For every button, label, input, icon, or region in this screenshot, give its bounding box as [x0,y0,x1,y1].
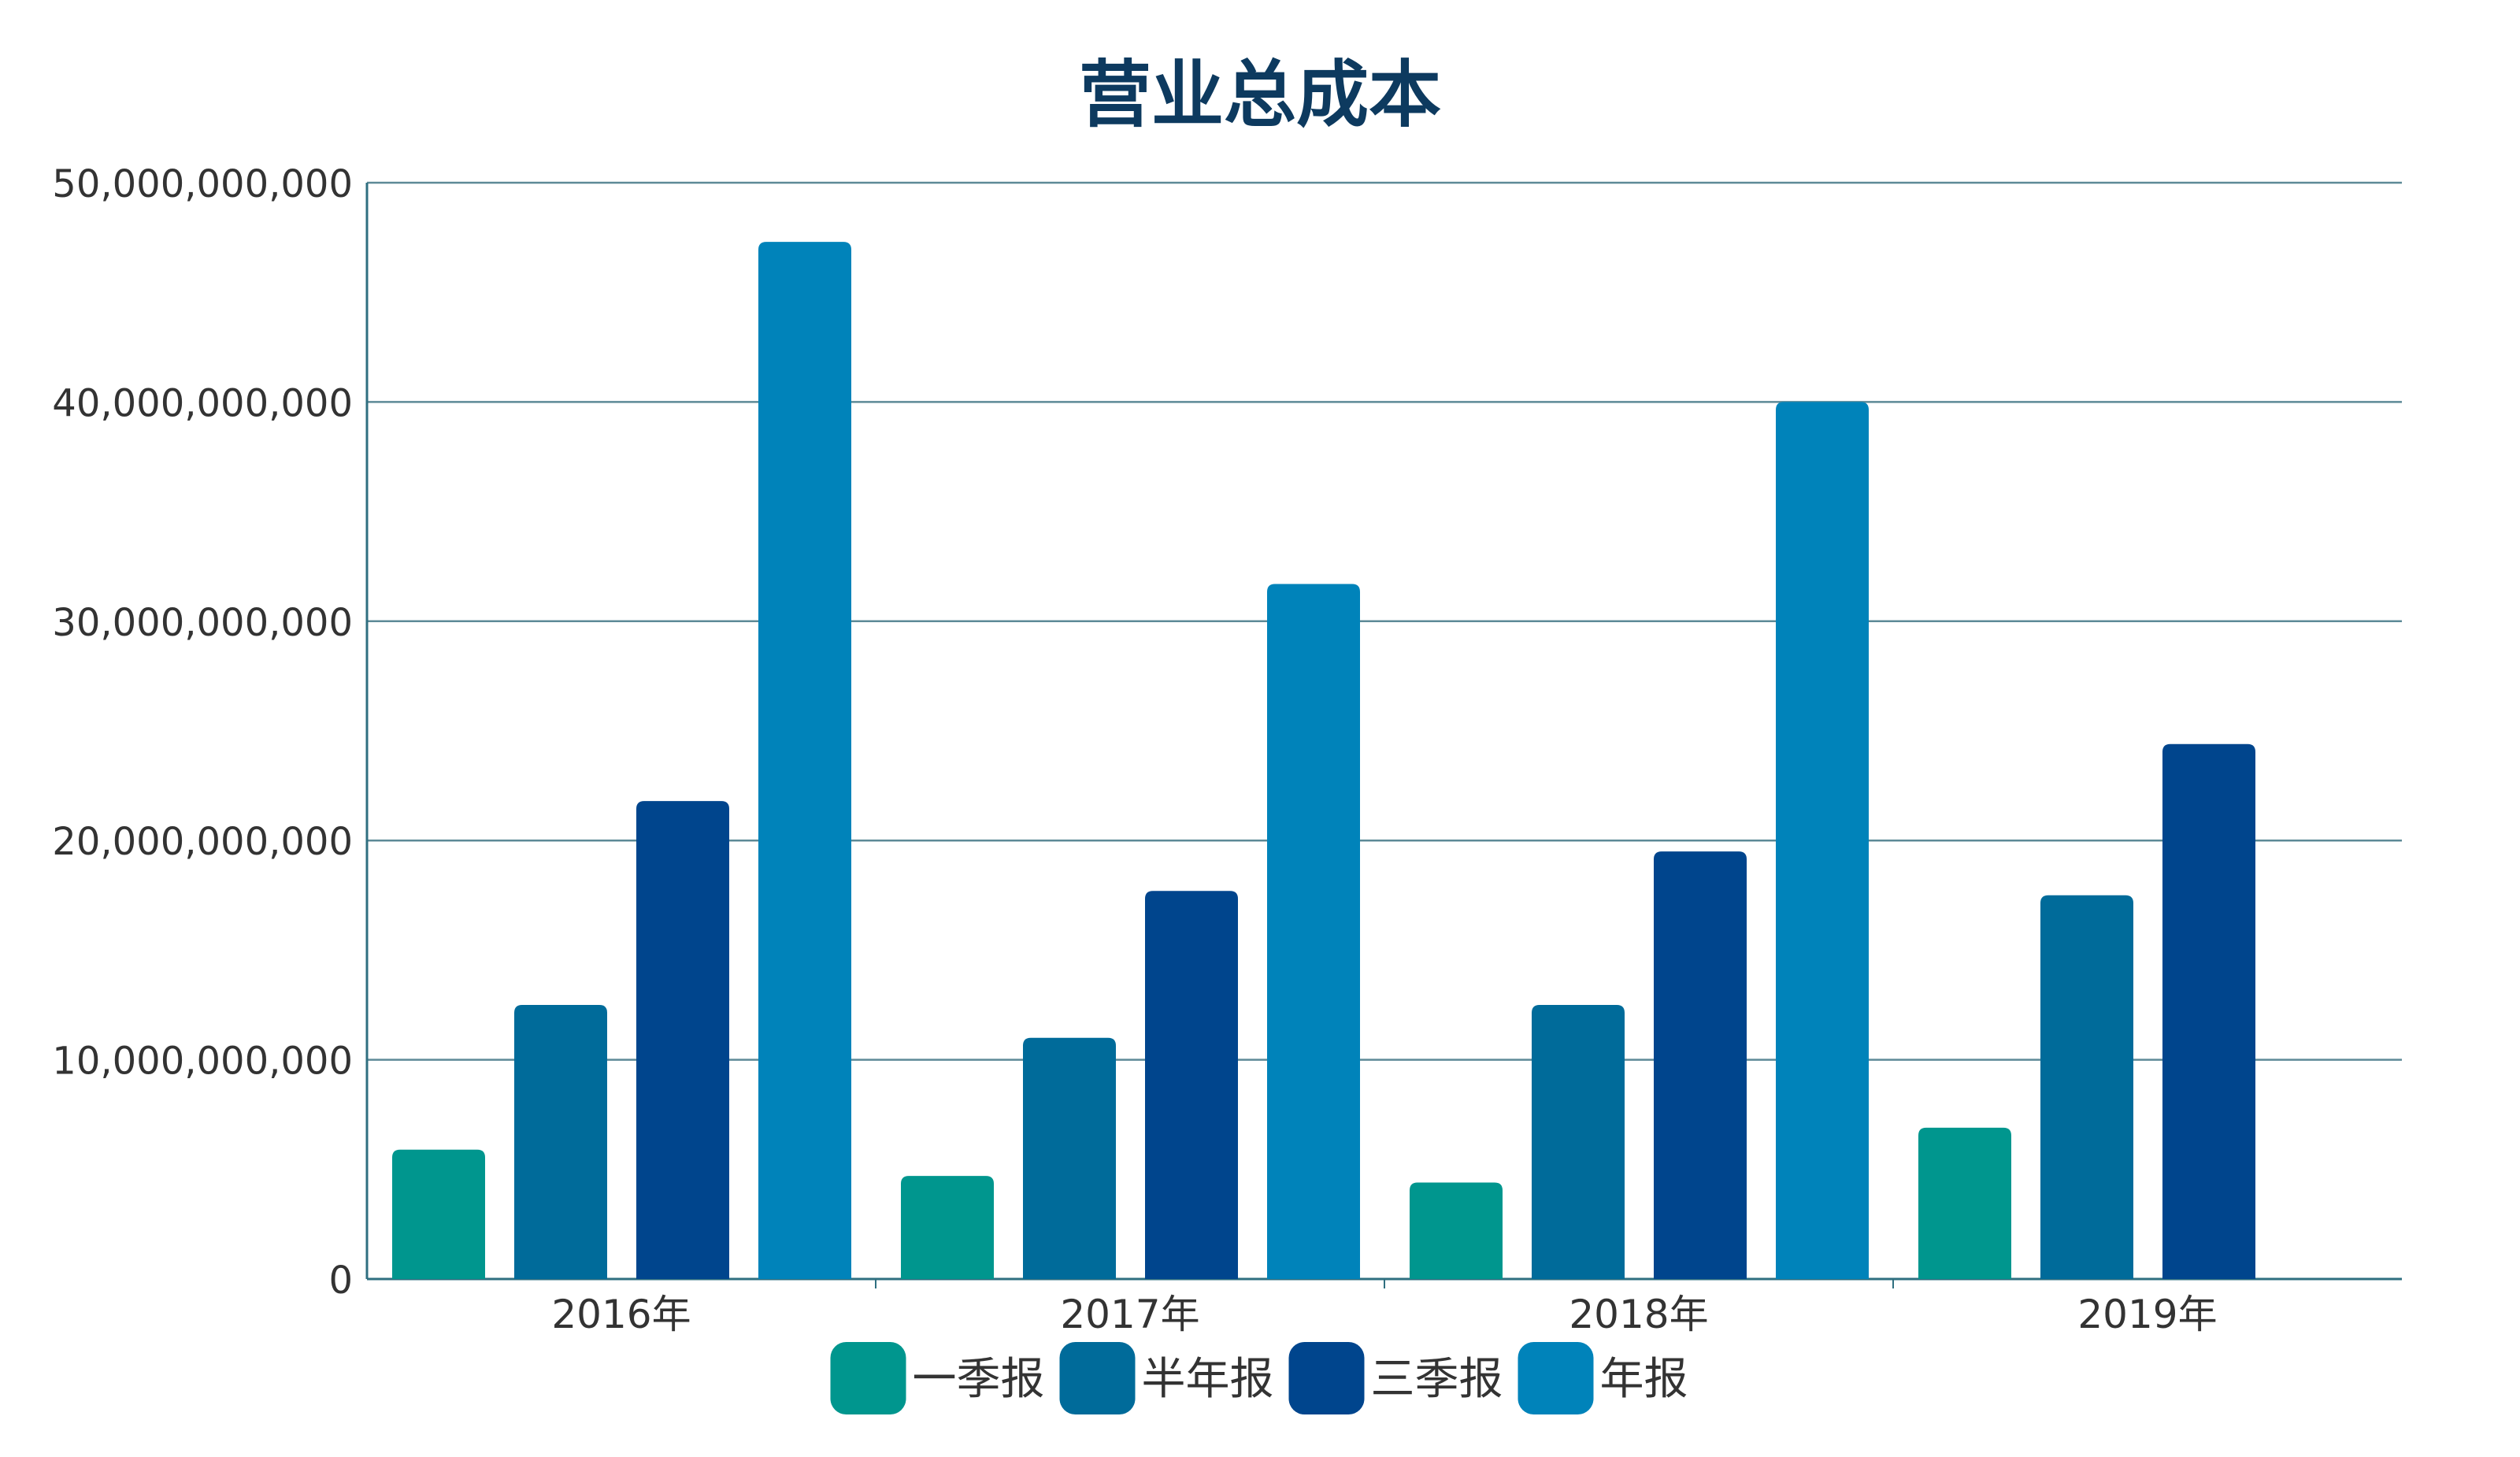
y-axis-tick-labels: 0 10,000,000,000 20,000,000,000 30,000,000,… [52,162,353,1303]
bar [758,242,851,1280]
legend-label: 三季报 [1371,1354,1503,1405]
x-tick-label: 2016年 [551,1292,691,1337]
y-tick-label: 10,000,000,000 [52,1040,353,1084]
y-tick-label: 0 [328,1259,353,1303]
bar [2040,895,2133,1279]
y-tick-label: 50,000,000,000 [52,162,353,206]
legend-swatch [1518,1342,1594,1414]
legend-item[interactable]: 年报 [1518,1342,1688,1414]
x-tick-label: 2017年 [1060,1292,1199,1337]
bar [1410,1182,1503,1279]
bar [901,1176,994,1279]
legend-label: 半年报 [1142,1354,1274,1405]
bars [392,242,2255,1280]
bar [514,1005,607,1279]
y-tick-label: 40,000,000,000 [52,381,353,425]
bar [1145,891,1238,1279]
legend-label: 年报 [1600,1354,1688,1405]
chart-title: 营业总成本 [1079,53,1441,137]
x-axis-tick-labels: 2016年 2017年 2018年 2019年 [551,1292,2217,1337]
bar [1776,402,1869,1279]
legend: 一季报 半年报 三季报 年报 [830,1342,1688,1414]
legend-item[interactable]: 三季报 [1288,1342,1503,1414]
bar [1532,1005,1625,1279]
bar [1267,584,1360,1279]
bar [392,1149,485,1279]
x-tick-label: 2019年 [2077,1292,2217,1337]
x-tick-label: 2018年 [1569,1292,1708,1337]
bar [1023,1037,1116,1279]
bar [1918,1127,2011,1279]
legend-swatch [1288,1342,1365,1414]
bar [636,801,729,1279]
legend-swatch [830,1342,906,1414]
legend-item[interactable]: 半年报 [1059,1342,1274,1414]
legend-item[interactable]: 一季报 [830,1342,1045,1414]
bar [1654,851,1747,1279]
y-tick-label: 20,000,000,000 [52,820,353,864]
bar [2162,743,2255,1279]
legend-label: 一季报 [913,1354,1045,1405]
legend-swatch [1059,1342,1136,1414]
y-tick-label: 30,000,000,000 [52,601,353,645]
